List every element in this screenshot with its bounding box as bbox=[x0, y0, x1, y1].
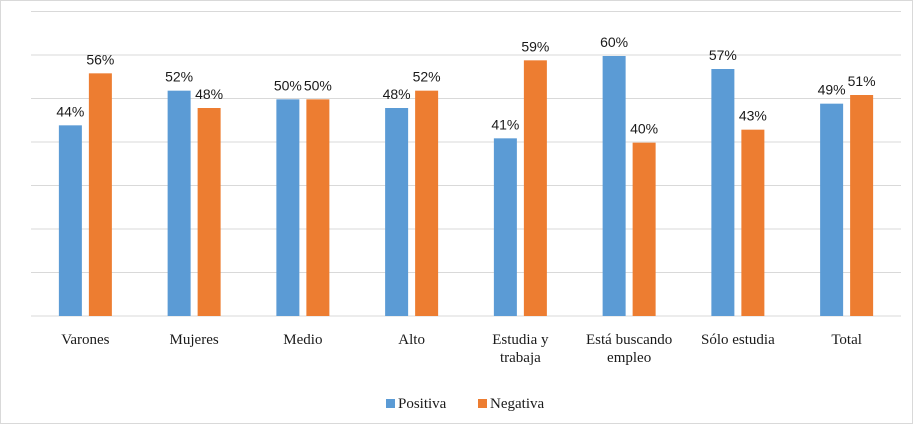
legend-swatch-positiva bbox=[386, 399, 395, 408]
data-label-negativa: 56% bbox=[86, 51, 114, 67]
bar-positiva bbox=[385, 108, 409, 316]
bars bbox=[58, 56, 874, 317]
x-tick-label: Está buscando empleo bbox=[586, 332, 672, 366]
bar-negativa bbox=[88, 73, 112, 316]
x-axis: Varones Mujeres Medio Alto Estudia y trabaja E… bbox=[61, 332, 862, 366]
data-label-negativa: 52% bbox=[413, 69, 441, 85]
data-label-positiva: 44% bbox=[56, 103, 84, 119]
bar-negativa bbox=[741, 129, 765, 316]
bar-positiva bbox=[602, 56, 626, 316]
x-tick-label: Sólo estudia bbox=[701, 332, 775, 348]
x-tick-label: Total bbox=[831, 332, 862, 348]
bar-positiva bbox=[711, 69, 735, 316]
legend: Positiva Negativa bbox=[386, 396, 544, 412]
data-label-negativa: 43% bbox=[739, 108, 767, 124]
data-label-negativa: 59% bbox=[521, 38, 549, 54]
legend-label-positiva: Positiva bbox=[398, 396, 447, 412]
bar-positiva bbox=[167, 90, 191, 317]
data-label-positiva: 60% bbox=[600, 34, 628, 50]
bar-negativa bbox=[197, 108, 221, 316]
data-label-negativa: 40% bbox=[630, 121, 658, 137]
data-label-negativa: 50% bbox=[304, 77, 332, 93]
data-label-positiva: 48% bbox=[383, 86, 411, 102]
x-tick-label: Medio bbox=[283, 332, 322, 348]
gridlines bbox=[31, 11, 901, 317]
data-label-positiva: 57% bbox=[709, 47, 737, 63]
x-tick-label: Estudia y trabaja bbox=[492, 332, 549, 366]
bar-negativa bbox=[523, 60, 547, 317]
bar-negativa bbox=[850, 95, 874, 316]
bar-positiva bbox=[58, 125, 82, 316]
bar-negativa bbox=[632, 142, 656, 316]
bar-positiva bbox=[493, 138, 517, 316]
legend-swatch-negativa bbox=[478, 399, 487, 408]
bar-negativa bbox=[306, 99, 330, 316]
data-label-positiva: 49% bbox=[818, 82, 846, 98]
data-label-positiva: 50% bbox=[274, 77, 302, 93]
data-label-negativa: 48% bbox=[195, 86, 223, 102]
bar-negativa bbox=[415, 90, 439, 317]
data-labels: 44%56%52%48%50% 50%48%52%41%59% 60%40%57%4… bbox=[56, 34, 875, 137]
x-tick-label: Varones bbox=[61, 332, 109, 348]
bar-positiva bbox=[276, 99, 300, 316]
data-label-negativa: 51% bbox=[848, 73, 876, 89]
bar-positiva bbox=[820, 103, 844, 317]
data-label-positiva: 41% bbox=[491, 116, 519, 132]
x-tick-label: Mujeres bbox=[170, 332, 219, 348]
x-tick-label: Alto bbox=[398, 332, 425, 348]
data-label-positiva: 52% bbox=[165, 69, 193, 85]
legend-label-negativa: Negativa bbox=[490, 396, 544, 412]
